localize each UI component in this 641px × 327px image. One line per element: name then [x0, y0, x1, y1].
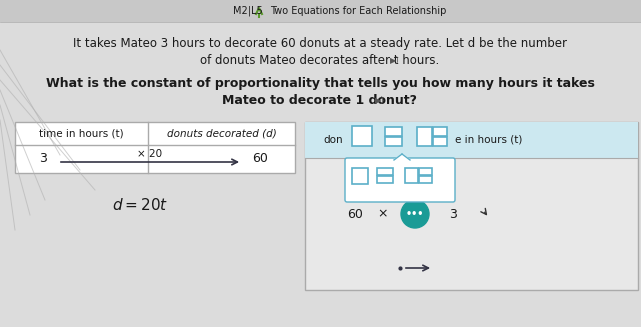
FancyBboxPatch shape	[376, 176, 392, 182]
FancyBboxPatch shape	[419, 176, 431, 182]
Text: of donuts Mateo decorates after t hours.: of donuts Mateo decorates after t hours.	[201, 54, 440, 66]
Polygon shape	[394, 154, 410, 160]
Text: donuts decorated (d): donuts decorated (d)	[167, 129, 276, 139]
FancyBboxPatch shape	[385, 136, 401, 146]
Text: What is the constant of proportionality that tells you how many hours it takes: What is the constant of proportionality …	[46, 77, 594, 91]
Text: Two Equations for Each Relationship: Two Equations for Each Relationship	[270, 6, 446, 16]
Text: •••: •••	[406, 209, 424, 219]
Text: × 20: × 20	[137, 149, 163, 159]
FancyBboxPatch shape	[15, 122, 295, 173]
FancyBboxPatch shape	[0, 0, 641, 22]
Text: $d = 20t$: $d = 20t$	[112, 197, 168, 213]
Text: e in hours (t): e in hours (t)	[455, 135, 522, 145]
FancyBboxPatch shape	[419, 167, 431, 175]
FancyBboxPatch shape	[305, 122, 638, 290]
Text: ×: ×	[378, 208, 388, 220]
Text: 60: 60	[252, 152, 268, 165]
Text: Mateo to decorate 1 donut?: Mateo to decorate 1 donut?	[222, 94, 417, 107]
FancyBboxPatch shape	[345, 158, 455, 202]
Circle shape	[401, 200, 429, 228]
Text: 3: 3	[39, 152, 47, 165]
FancyBboxPatch shape	[352, 126, 372, 146]
FancyBboxPatch shape	[404, 167, 417, 182]
Text: don: don	[323, 135, 343, 145]
FancyBboxPatch shape	[376, 167, 392, 175]
FancyBboxPatch shape	[351, 167, 367, 183]
Text: M2|L5: M2|L5	[233, 6, 263, 16]
Text: ▶): ▶)	[390, 56, 400, 64]
Text: It takes Mateo 3 hours to decorate 60 donuts at a steady rate. Let d be the numb: It takes Mateo 3 hours to decorate 60 do…	[73, 38, 567, 50]
FancyBboxPatch shape	[385, 127, 401, 135]
FancyBboxPatch shape	[417, 127, 431, 146]
FancyBboxPatch shape	[433, 136, 447, 146]
Text: 60: 60	[347, 208, 363, 220]
Text: time in hours (t): time in hours (t)	[39, 129, 124, 139]
FancyBboxPatch shape	[305, 122, 638, 158]
Text: ▶): ▶)	[375, 95, 385, 105]
Text: 3: 3	[449, 208, 457, 220]
FancyBboxPatch shape	[433, 127, 447, 135]
